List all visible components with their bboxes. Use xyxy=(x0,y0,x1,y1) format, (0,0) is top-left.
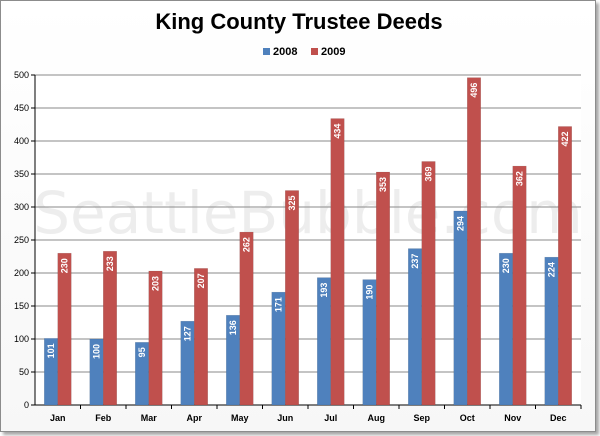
x-tick-label: Dec xyxy=(550,413,567,423)
bar-2009-jul xyxy=(330,118,345,406)
y-tick-label: 0 xyxy=(24,400,29,410)
bar-2009-mar xyxy=(148,270,163,406)
x-tick-label: Jun xyxy=(277,413,293,423)
data-label: 100 xyxy=(92,344,102,359)
data-label: 230 xyxy=(60,258,70,273)
x-tick-label: Apr xyxy=(187,413,203,423)
legend-label-2008: 2008 xyxy=(273,46,297,58)
watermark: SeattleBubble.com xyxy=(33,179,583,247)
data-label: 353 xyxy=(378,177,388,192)
data-label: 369 xyxy=(424,166,434,181)
legend-swatch-2009 xyxy=(311,48,318,55)
x-tick-label: Sep xyxy=(413,413,430,423)
x-tick-label: Aug xyxy=(368,413,386,423)
data-label: 496 xyxy=(469,83,479,98)
y-tick-label: 300 xyxy=(14,202,29,212)
x-tick-label: Feb xyxy=(95,413,112,423)
data-label: 362 xyxy=(515,171,525,186)
bar-2009-jun xyxy=(285,190,299,406)
y-tick-label: 50 xyxy=(19,367,29,377)
data-label: 127 xyxy=(183,326,193,341)
data-label: 193 xyxy=(319,283,329,298)
x-tick-label: Jan xyxy=(50,413,66,423)
data-label: 136 xyxy=(228,320,238,335)
data-label: 233 xyxy=(105,256,115,271)
bar-2009-aug xyxy=(376,171,390,406)
bar-2009-sep xyxy=(421,161,436,406)
data-label: 237 xyxy=(410,254,420,269)
bar-2009-may xyxy=(239,231,254,406)
y-tick-label: 150 xyxy=(14,301,29,311)
legend-swatch-2008 xyxy=(263,48,270,55)
y-tick-label: 100 xyxy=(14,334,29,344)
bar-2008-oct xyxy=(453,210,468,406)
bar-2008-sep xyxy=(408,248,422,406)
bar-2009-nov xyxy=(512,165,527,406)
data-label: 325 xyxy=(287,196,297,211)
bar-2009-jan xyxy=(57,252,72,406)
y-tick-label: 500 xyxy=(14,70,29,80)
data-label: 224 xyxy=(547,262,557,277)
x-tick-label: Nov xyxy=(504,413,521,423)
y-tick-label: 200 xyxy=(14,268,29,278)
data-label: 171 xyxy=(274,297,284,312)
bar-2009-dec xyxy=(558,126,572,406)
y-tick-label: 450 xyxy=(14,103,29,113)
bar-2009-feb xyxy=(103,250,117,406)
data-label: 294 xyxy=(456,216,466,231)
bar-2008-nov xyxy=(499,252,513,406)
x-tick-label: May xyxy=(231,413,249,423)
data-label: 434 xyxy=(333,124,343,139)
chart-title: King County Trustee Deeds xyxy=(155,9,443,34)
data-label: 203 xyxy=(151,276,161,291)
data-label: 95 xyxy=(137,347,147,357)
bar-2008-dec xyxy=(544,256,559,406)
bar-2009-oct xyxy=(467,77,481,406)
data-label: 190 xyxy=(365,285,375,300)
data-label: 230 xyxy=(501,258,511,273)
y-tick-label: 250 xyxy=(14,235,29,245)
data-label: 101 xyxy=(46,343,56,358)
y-tick-label: 350 xyxy=(14,169,29,179)
legend-label-2009: 2009 xyxy=(321,46,345,58)
x-tick-label: Mar xyxy=(141,413,158,423)
data-label: 207 xyxy=(196,273,206,288)
data-label: 422 xyxy=(560,131,570,146)
x-tick-label: Jul xyxy=(324,413,337,423)
data-label: 262 xyxy=(242,237,252,252)
bar-2009-apr xyxy=(194,268,208,406)
x-tick-label: Oct xyxy=(460,413,475,423)
y-tick-label: 400 xyxy=(14,136,29,146)
